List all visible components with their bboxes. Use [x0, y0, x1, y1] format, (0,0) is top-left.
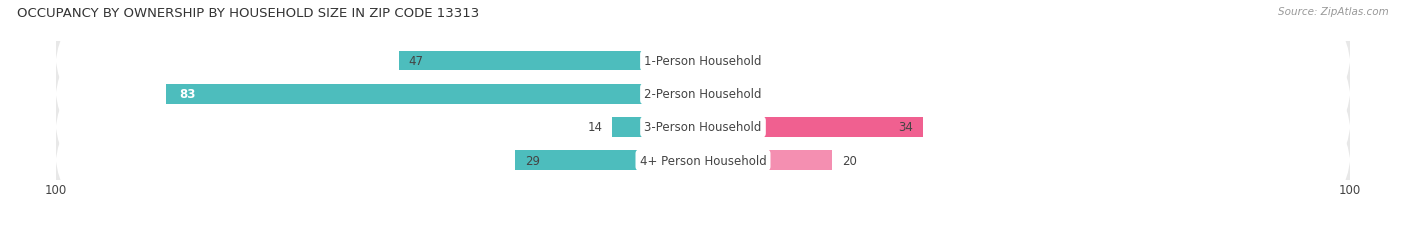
Text: 4: 4: [738, 88, 747, 101]
Bar: [703, 118, 922, 137]
Text: Source: ZipAtlas.com: Source: ZipAtlas.com: [1278, 7, 1389, 17]
Text: 1-Person Household: 1-Person Household: [644, 55, 762, 68]
Text: 4+ Person Household: 4+ Person Household: [640, 154, 766, 167]
Text: 34: 34: [898, 121, 914, 134]
Text: 3-Person Household: 3-Person Household: [644, 121, 762, 134]
Text: 47: 47: [409, 55, 423, 68]
FancyBboxPatch shape: [53, 106, 1353, 215]
Text: 2-Person Household: 2-Person Household: [644, 88, 762, 101]
Bar: [399, 52, 703, 71]
Bar: [613, 118, 703, 137]
FancyBboxPatch shape: [53, 73, 1353, 182]
Text: 14: 14: [588, 121, 603, 134]
Text: OCCUPANCY BY OWNERSHIP BY HOUSEHOLD SIZE IN ZIP CODE 13313: OCCUPANCY BY OWNERSHIP BY HOUSEHOLD SIZE…: [17, 7, 479, 20]
FancyBboxPatch shape: [53, 7, 1353, 116]
Bar: [516, 151, 703, 170]
Bar: [703, 151, 832, 170]
Text: 29: 29: [526, 154, 540, 167]
Text: 83: 83: [179, 88, 195, 101]
Bar: [166, 85, 703, 104]
FancyBboxPatch shape: [53, 40, 1353, 149]
Bar: [703, 52, 728, 71]
Text: 4: 4: [738, 55, 747, 68]
Text: 20: 20: [842, 154, 856, 167]
Bar: [703, 85, 728, 104]
